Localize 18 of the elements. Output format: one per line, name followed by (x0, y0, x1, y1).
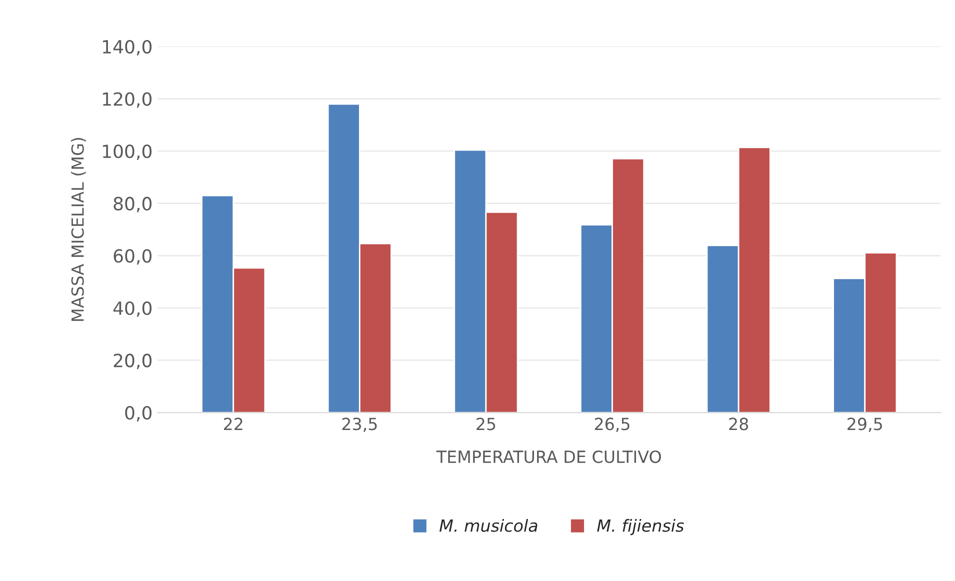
x-tick-label: 23,5 (342, 418, 377, 432)
y-tick-label: 20,0 (114, 354, 152, 370)
x-tick-label: 28 (729, 418, 748, 430)
legend-label: M. fijiensis (597, 519, 684, 536)
legend-label: M. musicola (439, 519, 538, 532)
x-axis-title: TEMPERATURA DE CULTIVO (436, 450, 661, 464)
x-tick-label: 29,5 (848, 418, 882, 432)
y-tick-label: 100,0 (103, 144, 152, 160)
y-tick-label: 40,0 (113, 301, 152, 317)
x-tick-label: 22 (224, 418, 242, 430)
x-tick-label: 26,5 (594, 418, 630, 432)
y-axis-title: MASSA MICELIAL (MG) (71, 138, 86, 321)
y-tick-label: 80,0 (114, 196, 152, 212)
y-tick-label: 120,0 (103, 92, 152, 108)
y-tick-label: 0,0 (125, 406, 152, 422)
y-tick-label: 60,0 (114, 249, 152, 265)
x-tick-label: 25 (476, 418, 496, 430)
y-tick-label: 140,0 (103, 40, 152, 56)
